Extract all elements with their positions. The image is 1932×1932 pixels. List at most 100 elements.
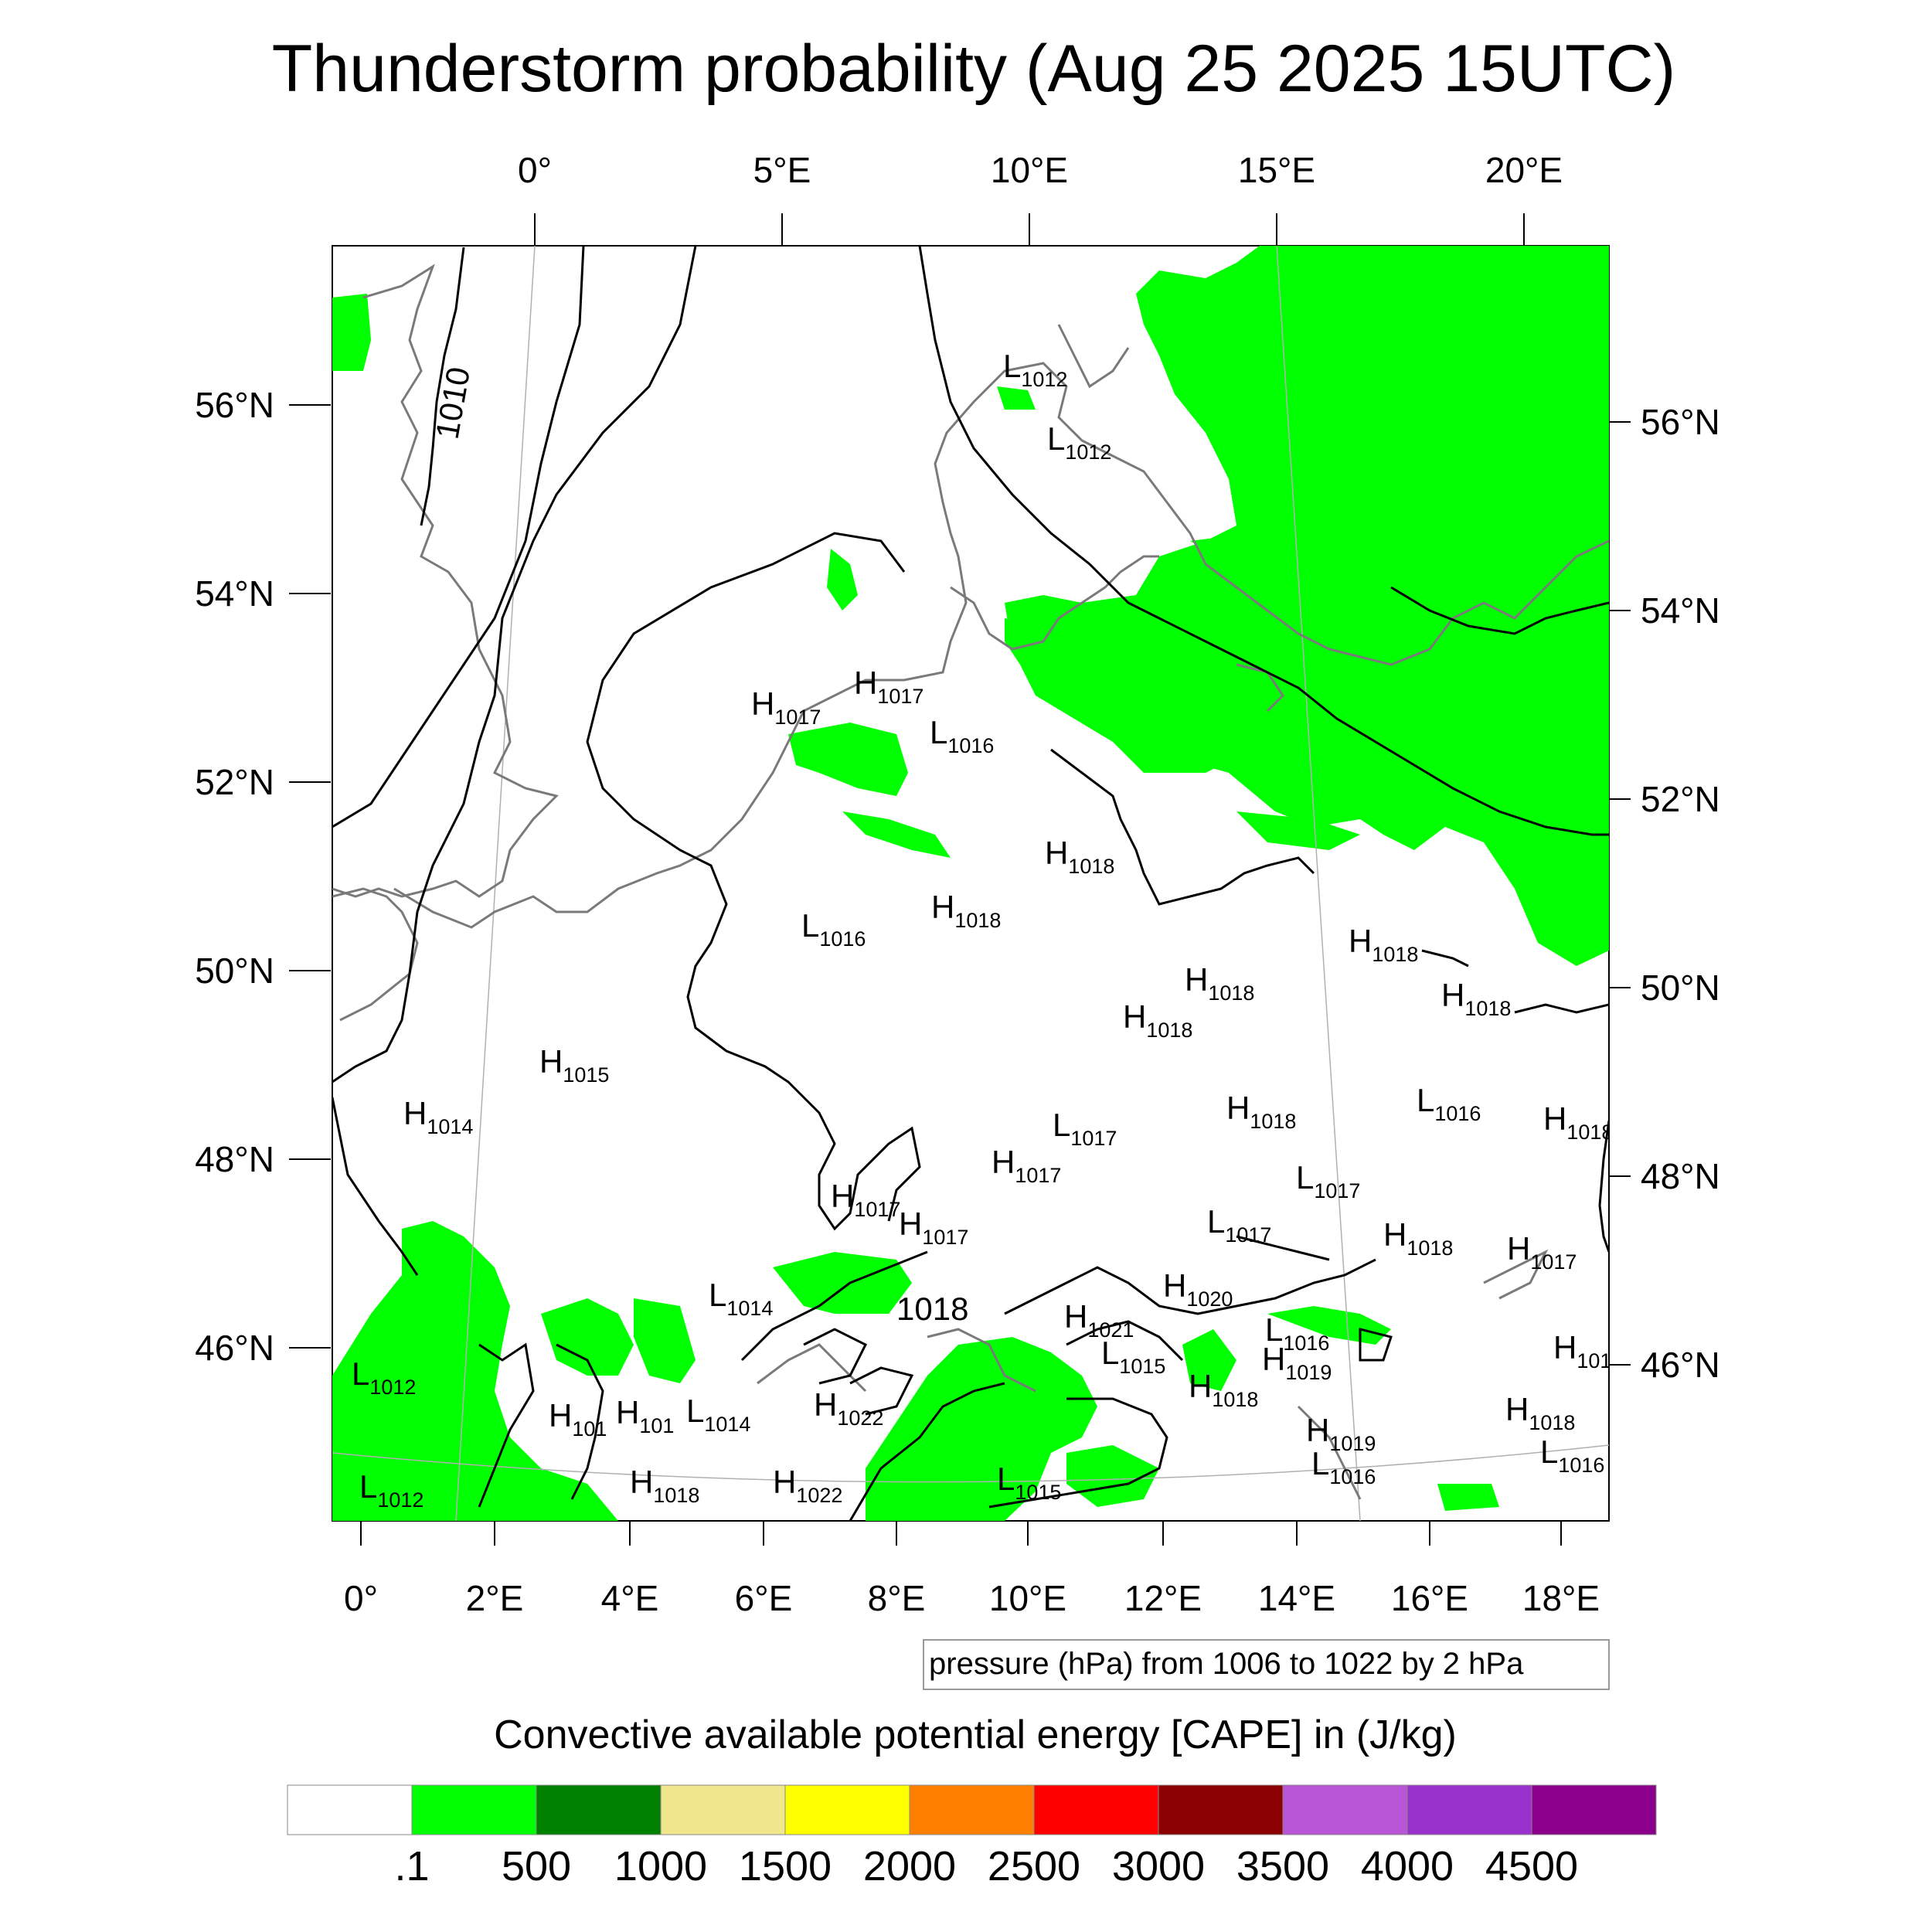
left-lat-label: 52°N (195, 762, 274, 802)
top-lon-label: 5°E (753, 150, 811, 190)
pressure-center-label: H101 (1553, 1329, 1611, 1372)
pressure-center-label: L1014 (709, 1277, 773, 1320)
colorbar-swatch (1406, 1784, 1532, 1835)
colorbar-tick-label: .1 (394, 1843, 429, 1889)
isobars (332, 246, 1609, 1521)
colorbar-labels: .1 500 1000 1500 2000 2500 3000 3500 4000 4500 (394, 1843, 1578, 1889)
top-lon-label: 20°E (1485, 150, 1563, 190)
bottom-lon-label: 12°E (1124, 1578, 1202, 1618)
pressure-center-label: L1017 (1053, 1107, 1117, 1150)
bottom-longitude-axis: 0° 2°E 4°E 6°E 8°E 10°E 12°E 14°E 16°E 1… (344, 1521, 1600, 1618)
colorbar-swatch (784, 1784, 910, 1835)
pressure-center-label: H1017 (992, 1144, 1061, 1187)
pressure-center-label: H1018 (1383, 1216, 1453, 1260)
colorbar-title: Convective available potential energy [C… (494, 1713, 1457, 1757)
pressure-center-label: L1016 (1311, 1445, 1376, 1488)
pressure-center-label: L1012 (359, 1468, 423, 1512)
cape-fill-areas (332, 246, 1609, 1521)
isobar-value-label: 1018 (896, 1291, 968, 1327)
bottom-lon-label: 4°E (601, 1578, 659, 1618)
pressure-center-label: H1018 (630, 1464, 699, 1507)
bottom-lon-label: 8°E (868, 1578, 926, 1618)
top-lon-label: 10°E (991, 150, 1068, 190)
top-longitude-axis: 0° 5°E 10°E 15°E 20°E (518, 150, 1563, 246)
colorbar-swatch (660, 1784, 786, 1835)
colorbar-tick-label: 3500 (1236, 1843, 1329, 1889)
colorbar-tick-label: 1500 (739, 1843, 832, 1889)
pressure-center-label: H1018 (1505, 1391, 1575, 1434)
bottom-lon-label: 0° (344, 1578, 378, 1618)
colorbar-swatch (1158, 1784, 1284, 1835)
right-lat-label: 46°N (1641, 1345, 1720, 1385)
bottom-lon-label: 16°E (1391, 1578, 1468, 1618)
pressure-center-label: H1022 (814, 1386, 883, 1430)
pressure-center-label: H1020 (1163, 1267, 1233, 1311)
colorbar-tick-label: 4500 (1485, 1843, 1578, 1889)
pressure-center-label: H101 (616, 1394, 674, 1437)
pressure-center-label: H1017 (899, 1206, 968, 1249)
pressure-center-label: L1017 (1207, 1203, 1271, 1247)
left-lat-label: 56°N (195, 385, 274, 425)
pressure-center-label: H1018 (1226, 1090, 1296, 1133)
left-lat-label: 48°N (195, 1139, 274, 1179)
pressure-center-label: L1012 (1003, 348, 1067, 391)
graticule (332, 246, 1609, 1521)
pressure-center-label: L1016 (1265, 1311, 1329, 1355)
right-lat-label: 48°N (1641, 1156, 1720, 1196)
pressure-note: pressure (hPa) from 1006 to 1022 by 2 hP… (923, 1639, 1610, 1690)
left-lat-label: 46°N (195, 1328, 274, 1368)
pressure-center-label: L1015 (1101, 1335, 1165, 1378)
colorbar (287, 1784, 1657, 1835)
right-lat-label: 56°N (1641, 402, 1720, 442)
pressure-center-label: L1015 (997, 1461, 1061, 1504)
pressure-center-label: H101 (549, 1397, 607, 1440)
pressure-center-label: H1018 (1349, 923, 1418, 966)
colorbar-swatch (909, 1784, 1035, 1835)
bottom-lon-label: 6°E (735, 1578, 793, 1618)
figure-title: Thunderstorm probability (Aug 25 2025 15… (272, 32, 1675, 106)
pressure-center-label: H1021 (1064, 1298, 1134, 1342)
pressure-center-label: H1018 (1441, 977, 1511, 1020)
bottom-lon-label: 14°E (1258, 1578, 1335, 1618)
pressure-note-text: pressure (hPa) from 1006 to 1022 by 2 hP… (929, 1647, 1524, 1681)
top-lon-label: 15°E (1238, 150, 1315, 190)
pressure-center-label: L1014 (686, 1393, 750, 1436)
pressure-centers: L1012 L1012 H1017 H1017 L1016 H1018 H101… (352, 348, 1613, 1512)
pressure-center-label: H1018 (1189, 1368, 1258, 1411)
bottom-lon-label: 10°E (989, 1578, 1066, 1618)
pressure-center-label: H1017 (1507, 1230, 1577, 1274)
left-lat-label: 54°N (195, 573, 274, 614)
pressure-center-label: L1016 (1540, 1434, 1604, 1477)
colorbar-tick-label: 500 (502, 1843, 571, 1889)
bottom-lon-label: 18°E (1522, 1578, 1600, 1618)
pressure-center-label: H1017 (831, 1178, 900, 1221)
pressure-center-label: H1017 (751, 685, 821, 729)
coastlines (332, 264, 1609, 1500)
colorbar-swatch (536, 1784, 662, 1835)
pressure-center-label: H1019 (1306, 1412, 1376, 1455)
pressure-center-label: L1016 (930, 714, 994, 757)
pressure-center-label: H1018 (1543, 1100, 1613, 1144)
colorbar-tick-label: 2500 (988, 1843, 1080, 1889)
right-lat-label: 52°N (1641, 779, 1720, 819)
colorbar-tick-label: 4000 (1361, 1843, 1454, 1889)
colorbar-swatch (1282, 1784, 1408, 1835)
left-latitude-axis: 56°N 54°N 52°N 50°N 48°N 46°N (195, 385, 331, 1368)
pressure-center-label: H1022 (773, 1464, 842, 1507)
colorbar-swatch (287, 1784, 413, 1835)
pressure-center-label: L1017 (1296, 1159, 1360, 1202)
right-lat-label: 54°N (1641, 590, 1720, 631)
pressure-center-label: H1017 (854, 665, 923, 708)
pressure-center-label: H1015 (539, 1043, 609, 1087)
pressure-center-label: L1012 (352, 1355, 416, 1399)
pressure-center-label: H1018 (1185, 961, 1254, 1005)
pressure-center-label: H1018 (1045, 835, 1114, 878)
right-latitude-axis: 56°N 54°N 52°N 50°N 48°N 46°N (1609, 402, 1720, 1385)
colorbar-tick-label: 2000 (863, 1843, 956, 1889)
pressure-center-label: H1018 (931, 889, 1001, 932)
colorbar-swatch (411, 1784, 537, 1835)
colorbar-tick-label: 1000 (614, 1843, 707, 1889)
colorbar-swatch (1531, 1784, 1657, 1835)
bottom-lon-label: 2°E (466, 1578, 524, 1618)
top-lon-label: 0° (518, 150, 552, 190)
